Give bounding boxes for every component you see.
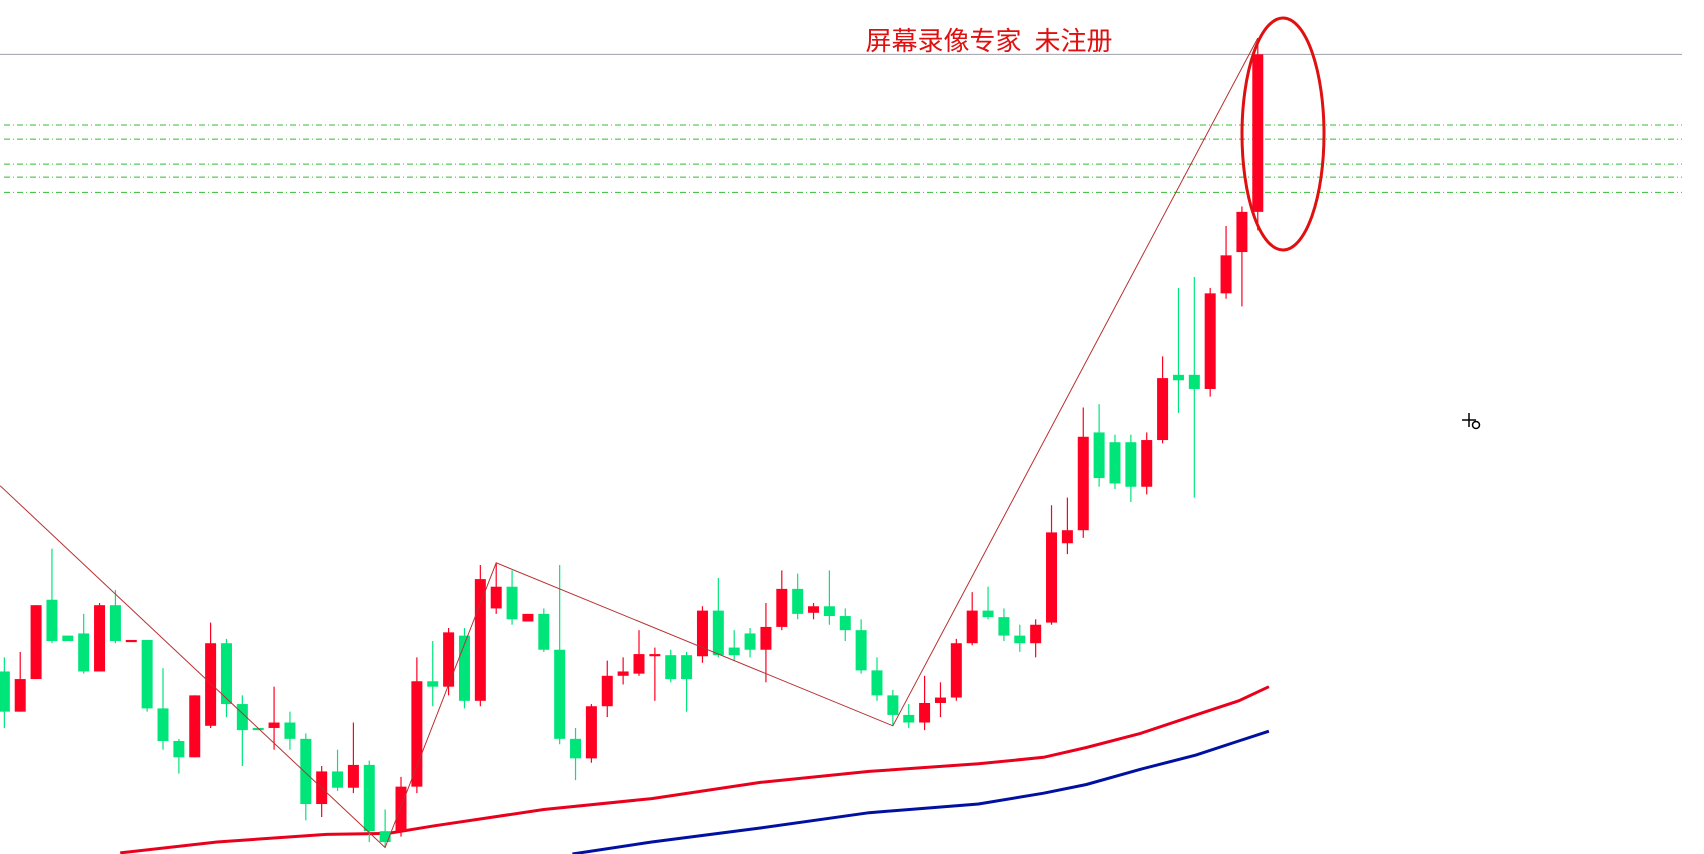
candle-body <box>236 704 248 731</box>
candle-body <box>1236 211 1248 253</box>
candle-body <box>332 771 344 788</box>
candle-body <box>1157 378 1169 441</box>
candle-body <box>538 613 550 650</box>
moving-average <box>572 729 1270 854</box>
candle-body <box>78 633 90 672</box>
candle-body <box>649 654 661 657</box>
candle-body <box>903 714 915 723</box>
candle-body <box>601 675 613 707</box>
candle-body <box>1172 374 1184 381</box>
candle-body <box>522 613 534 622</box>
candle-body <box>125 639 137 643</box>
candle-body <box>1188 374 1200 389</box>
candle-body <box>506 586 518 620</box>
candle-body <box>109 605 121 642</box>
candle-body <box>411 681 423 787</box>
candle-body <box>205 643 217 726</box>
candle-body <box>1220 255 1232 294</box>
candle-body <box>474 579 486 701</box>
candle-body <box>458 635 470 701</box>
candle-body <box>363 764 375 832</box>
candle-body <box>998 617 1010 636</box>
candle-body <box>681 655 693 680</box>
candle-body <box>1252 54 1264 212</box>
candle-body <box>554 649 566 739</box>
candle-body <box>141 639 153 709</box>
candle-body <box>157 708 169 742</box>
candle-body <box>252 727 264 731</box>
candle-body <box>1141 440 1153 487</box>
candle-body <box>950 643 962 698</box>
candle-body <box>823 606 835 617</box>
candle-body <box>1204 293 1216 389</box>
candle-body <box>887 695 899 715</box>
candle-body <box>934 697 946 703</box>
highlight-ellipse <box>1240 16 1326 252</box>
candle-body <box>744 633 756 650</box>
moving-average <box>120 685 1270 854</box>
candle-body <box>1046 532 1058 623</box>
watermark: 屏幕录像专家 未注册 <box>865 27 1112 56</box>
candle-body <box>665 655 677 680</box>
candle-body <box>62 635 74 642</box>
cursor <box>1462 413 1481 430</box>
candle-body <box>839 616 851 631</box>
plot <box>0 37 1682 854</box>
candle-body <box>712 610 724 656</box>
candle-body <box>268 722 280 728</box>
candle-body <box>1125 442 1137 487</box>
candle-body <box>46 599 58 642</box>
candle-body <box>0 671 10 712</box>
candle-body <box>570 738 582 759</box>
candle-body <box>30 605 42 680</box>
candle-body <box>760 626 772 650</box>
candle-body <box>696 610 708 657</box>
candle-body <box>173 741 185 758</box>
candle-body <box>633 654 645 674</box>
candle-body <box>982 610 994 618</box>
candle-body <box>300 738 312 805</box>
candle-body <box>855 630 867 671</box>
candle-body <box>919 702 931 723</box>
candle-body <box>347 764 359 788</box>
candle-body <box>395 786 407 832</box>
candle-body <box>792 588 804 614</box>
candle-body <box>1077 436 1089 531</box>
candle-body <box>284 722 296 739</box>
candle-body <box>1014 635 1026 644</box>
candle-body <box>1061 530 1073 544</box>
candle-body <box>1030 624 1042 644</box>
candle-body <box>1093 432 1105 479</box>
candle-body <box>776 588 788 627</box>
candle-body <box>1109 442 1121 484</box>
candle-body <box>14 679 26 712</box>
zigzag <box>0 37 1259 849</box>
candle-body <box>379 831 391 843</box>
candle-body <box>189 695 201 758</box>
candle-body <box>966 610 978 644</box>
candle-body <box>617 671 629 676</box>
candle-body <box>728 647 740 656</box>
candle-body <box>585 706 597 759</box>
candle-body <box>443 632 455 687</box>
candle-body <box>427 681 439 687</box>
candle-body <box>871 670 883 696</box>
candle-body <box>490 586 502 609</box>
candle-body <box>808 606 820 613</box>
candle-body <box>220 643 232 705</box>
candle-body <box>94 605 106 672</box>
